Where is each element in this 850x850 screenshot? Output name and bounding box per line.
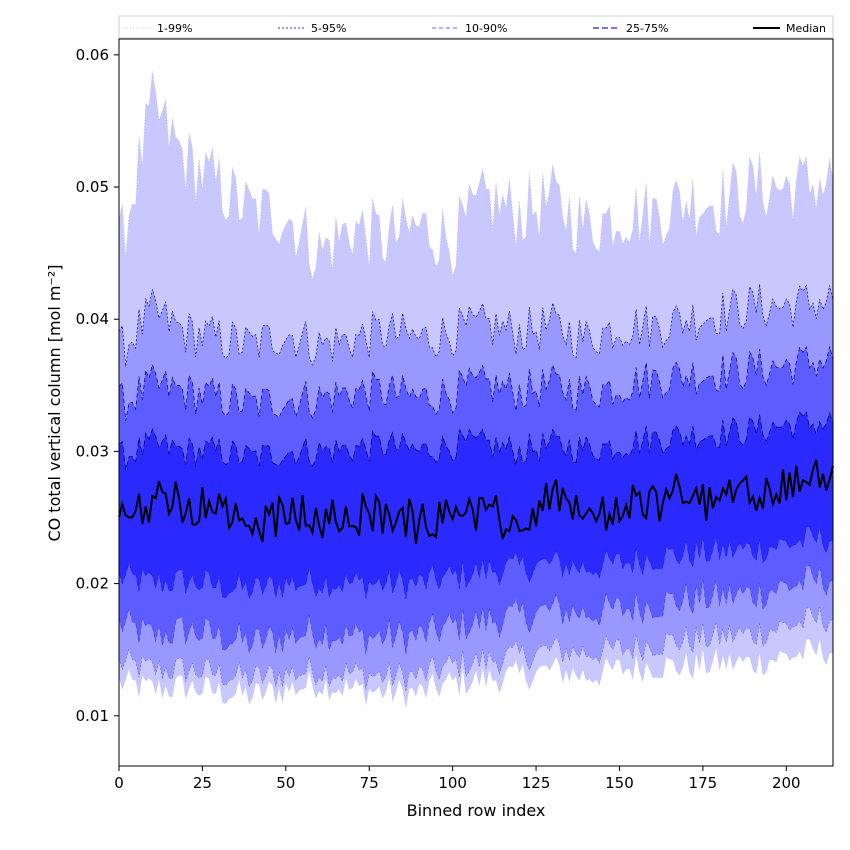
percentile-bands: [118, 71, 834, 709]
legend-label: Median: [786, 22, 826, 35]
x-tick-label: 200: [772, 774, 801, 792]
y-tick-label: 0.02: [76, 575, 109, 593]
y-axis-label: CO total vertical column [mol m⁻²]: [45, 264, 64, 541]
band-fill-25-75%: [119, 412, 833, 599]
x-tick-label: 150: [605, 774, 634, 792]
y-tick-label: 0.01: [76, 707, 109, 725]
x-axis-label: Binned row index: [407, 801, 546, 820]
legend-label: 5-95%: [311, 22, 346, 35]
y-tick-label: 0.05: [76, 178, 109, 196]
y-tick-label: 0.04: [76, 310, 109, 328]
x-tick-label: 100: [438, 774, 467, 792]
band-upper-edge-10-90%: [118, 346, 834, 422]
legend-box: [118, 15, 834, 39]
x-tick-label: 75: [360, 774, 379, 792]
median-series: [118, 459, 834, 545]
median-line: [118, 459, 834, 545]
legend-label: 10-90%: [465, 22, 507, 35]
x-tick-label: 25: [193, 774, 212, 792]
legend-label: 1-99%: [157, 22, 192, 35]
y-tick-label: 0.03: [76, 442, 109, 460]
y-tick-label: 0.06: [76, 46, 109, 64]
band-upper-edge-25-75%: [118, 411, 834, 471]
x-tick-label: 50: [276, 774, 295, 792]
x-tick-label: 0: [114, 774, 124, 792]
plot-frame: [118, 38, 834, 767]
band-lower-edge-25-75%: [118, 526, 834, 600]
axes: 0 25 50 75 100 125 150 175 200 0.01 0.02 0.03 0.04 0.…: [76, 38, 834, 792]
legend: 1-99% 5-95% 10-90% 25-75% Median: [118, 15, 834, 39]
band-lower-edge-10-90%: [118, 565, 834, 655]
x-tick-label: 125: [522, 774, 551, 792]
band-upper-edge-5-95%: [118, 283, 834, 367]
legend-label: 25-75%: [626, 22, 668, 35]
x-tick-label: 175: [689, 774, 718, 792]
